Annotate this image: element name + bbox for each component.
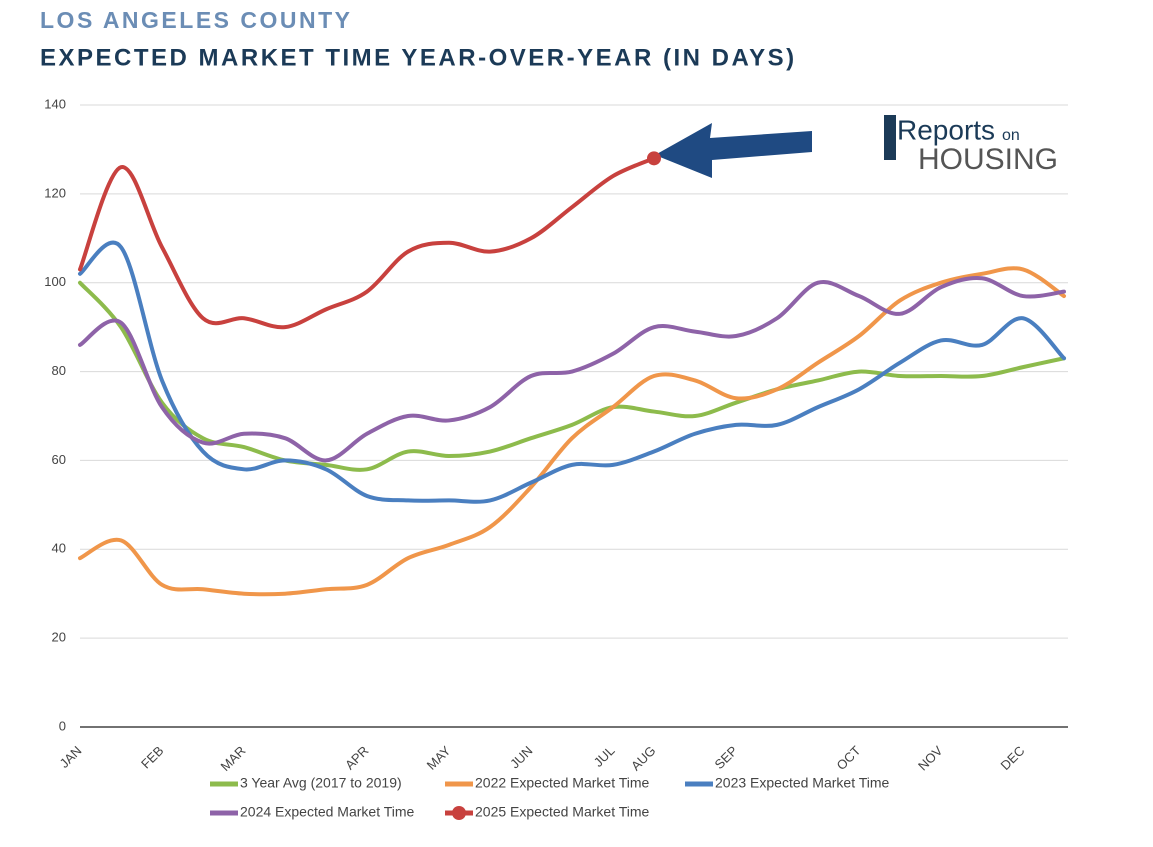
legend-label: 2022 Expected Market Time xyxy=(475,775,650,791)
legend-label: 2024 Expected Market Time xyxy=(240,804,415,820)
y-tick-label: 140 xyxy=(44,96,66,111)
series-line xyxy=(78,240,1066,504)
logo-text: HOUSING xyxy=(918,143,1058,176)
series-line xyxy=(78,156,656,330)
arrow xyxy=(655,123,812,178)
y-tick-label: 20 xyxy=(52,630,66,645)
y-tick-label: 40 xyxy=(52,541,66,556)
x-tick-label: SEP xyxy=(712,743,741,772)
x-tick-label: OCT xyxy=(834,743,864,773)
y-tick-label: 60 xyxy=(52,452,66,467)
logo: Reports on HOUSING xyxy=(884,114,1058,176)
series-line xyxy=(78,280,1066,472)
y-tick-label: 80 xyxy=(52,363,66,378)
y-tick-label: 0 xyxy=(59,718,66,733)
end-marker xyxy=(647,151,661,166)
y-tick-label: 100 xyxy=(44,274,66,289)
x-tick-label: AUG xyxy=(628,743,659,774)
legend-label: 3 Year Avg (2017 to 2019) xyxy=(240,775,402,791)
legend-label: 2023 Expected Market Time xyxy=(715,775,890,791)
series-line xyxy=(78,275,1066,463)
x-tick-label: APR xyxy=(342,743,372,773)
x-tick-label: DEC xyxy=(998,743,1028,773)
x-tick-label: JUN xyxy=(507,743,535,771)
x-tick-label: MAY xyxy=(424,743,454,773)
x-tick-label: NOV xyxy=(915,743,946,774)
supertitle: LOS ANGELES COUNTY xyxy=(40,7,353,33)
x-tick-label: FEB xyxy=(138,743,166,771)
x-tick-label: MAR xyxy=(218,743,249,774)
series-line xyxy=(78,266,1066,597)
logo-text: on xyxy=(1002,127,1020,144)
chart-title: EXPECTED MARKET TIME YEAR-OVER-YEAR (IN … xyxy=(40,44,797,71)
y-tick-label: 120 xyxy=(44,185,66,200)
logo-text: Reports xyxy=(897,114,995,145)
logo-mark xyxy=(884,115,896,160)
legend-label: 2025 Expected Market Time xyxy=(475,804,650,820)
x-tick-label: JUL xyxy=(591,743,618,770)
legend-marker xyxy=(452,806,466,820)
x-tick-label: JAN xyxy=(57,743,85,771)
